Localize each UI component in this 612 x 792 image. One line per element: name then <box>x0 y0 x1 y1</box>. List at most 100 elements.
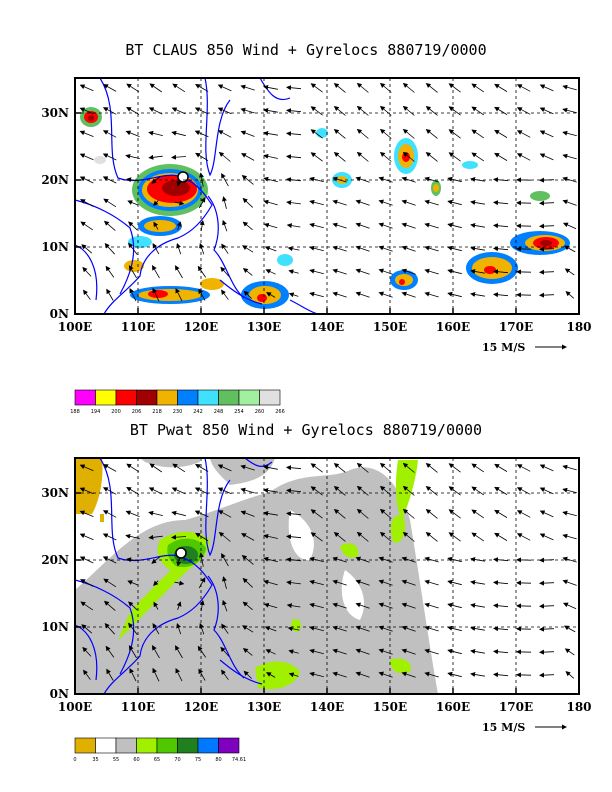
wind-arrow <box>447 291 462 298</box>
wind-arrow <box>171 154 187 160</box>
wind-arrow <box>286 603 301 609</box>
wind-arrow <box>221 623 229 634</box>
wind-arrow <box>242 601 253 611</box>
wind-arrow <box>171 510 186 517</box>
wind-arrow <box>217 487 232 495</box>
wind-arrow <box>242 267 253 276</box>
wind-arrow <box>240 510 255 517</box>
colorbar-swatch <box>136 389 158 406</box>
wind-arrow <box>333 82 346 93</box>
wind-arrow <box>356 105 369 116</box>
wind-arrow <box>493 292 509 298</box>
wind-arrow <box>424 245 439 252</box>
wind-arrow <box>378 648 393 655</box>
wind-arrow <box>198 577 206 589</box>
lon-tick-label: 130E <box>247 320 281 334</box>
wind-arrow <box>562 84 577 91</box>
lon-tick-label: 110E <box>121 320 155 334</box>
colorbar-label: 60 <box>133 757 139 763</box>
lon-tick-label: 160E <box>436 320 470 334</box>
wind-arrow <box>562 510 577 517</box>
wind-arrow <box>401 199 416 206</box>
wind-arrow <box>424 199 439 206</box>
wind-arrow <box>494 532 508 541</box>
panel-2-colorbar: 0 35 55 60 65 70 75 80 74.61 <box>73 737 246 763</box>
wind-arrow <box>379 508 392 519</box>
wind-arrow <box>127 580 138 586</box>
wind-arrow <box>263 579 278 586</box>
wind-arrow <box>494 509 508 518</box>
wind-arrow <box>217 107 232 115</box>
wind-arrow <box>447 199 462 206</box>
wind-arrow <box>378 222 393 229</box>
wind-arrow <box>516 533 531 541</box>
wind-arrow <box>171 534 187 540</box>
wind-arrow <box>217 464 232 472</box>
wind-arrow <box>265 269 276 275</box>
colorbar-label: 188 <box>70 409 80 415</box>
wind-arrow <box>448 463 461 473</box>
wind-arrow <box>425 531 438 542</box>
panel-1-gridlines <box>75 78 579 314</box>
colorbar-label: 206 <box>132 409 142 415</box>
wind-arrow <box>266 292 276 298</box>
colorbar-swatch <box>177 389 199 406</box>
wind-arrow <box>378 268 393 275</box>
wind-arrow <box>287 626 300 632</box>
colorbar-label: 75 <box>195 757 201 763</box>
wind-arrow <box>355 648 370 655</box>
wind-arrow <box>494 106 508 115</box>
colorbar-swatch <box>218 737 240 754</box>
lat-tick-label: 20N <box>41 553 69 567</box>
wind-arrow <box>516 510 531 518</box>
wind-arrow <box>79 84 94 92</box>
wind-arrow <box>103 464 117 472</box>
wind-arrow <box>516 487 531 495</box>
wind-arrow <box>309 199 324 206</box>
wind-arrow <box>309 291 324 298</box>
wind-arrow <box>174 265 183 279</box>
wind-arrow <box>356 531 369 542</box>
colorbar-swatch <box>218 389 240 406</box>
wind-arrow <box>125 510 140 517</box>
wind-arrow <box>128 242 138 255</box>
wind-arrow <box>266 672 276 678</box>
wind-arrow <box>447 222 462 229</box>
wind-arrow <box>242 221 253 231</box>
wind-arrow <box>425 151 438 162</box>
wind-arrow <box>355 602 370 609</box>
wind-arrow <box>309 602 324 609</box>
wind-arrow <box>378 245 393 252</box>
wind-arrow <box>447 579 462 586</box>
wind-arrow <box>309 671 324 678</box>
lat-tick-label: 0N <box>50 687 69 701</box>
wind-arrow <box>448 106 461 116</box>
wind-arrow <box>79 107 94 115</box>
wind-arrow <box>539 649 555 655</box>
colorbar-label: 248 <box>214 409 224 415</box>
wind-arrow <box>126 177 139 183</box>
wind-arrow <box>425 485 438 496</box>
wind-arrow <box>355 671 370 678</box>
wind-arrow <box>401 176 416 183</box>
lat-tick-label: 20N <box>41 173 69 187</box>
wind-arrow <box>562 199 577 206</box>
wind-arrow <box>241 174 254 185</box>
lon-tick-label: 140E <box>310 320 344 334</box>
wind-arrow <box>356 462 369 473</box>
wind-arrow <box>222 576 227 589</box>
wind-arrow <box>102 556 117 564</box>
colorbar-swatch <box>156 389 178 406</box>
wind-arrow <box>332 579 347 586</box>
wind-arrow <box>152 667 160 682</box>
wind-arrow <box>563 245 576 253</box>
wind-arrow <box>401 579 416 586</box>
panel-2-coastlines <box>75 458 273 694</box>
panel-2-gyre-marker <box>175 547 187 559</box>
wind-arrow <box>176 242 182 255</box>
wind-arrow <box>83 669 91 680</box>
wind-arrow <box>243 290 252 299</box>
wind-arrow <box>401 245 416 252</box>
wind-arrow <box>126 486 140 495</box>
